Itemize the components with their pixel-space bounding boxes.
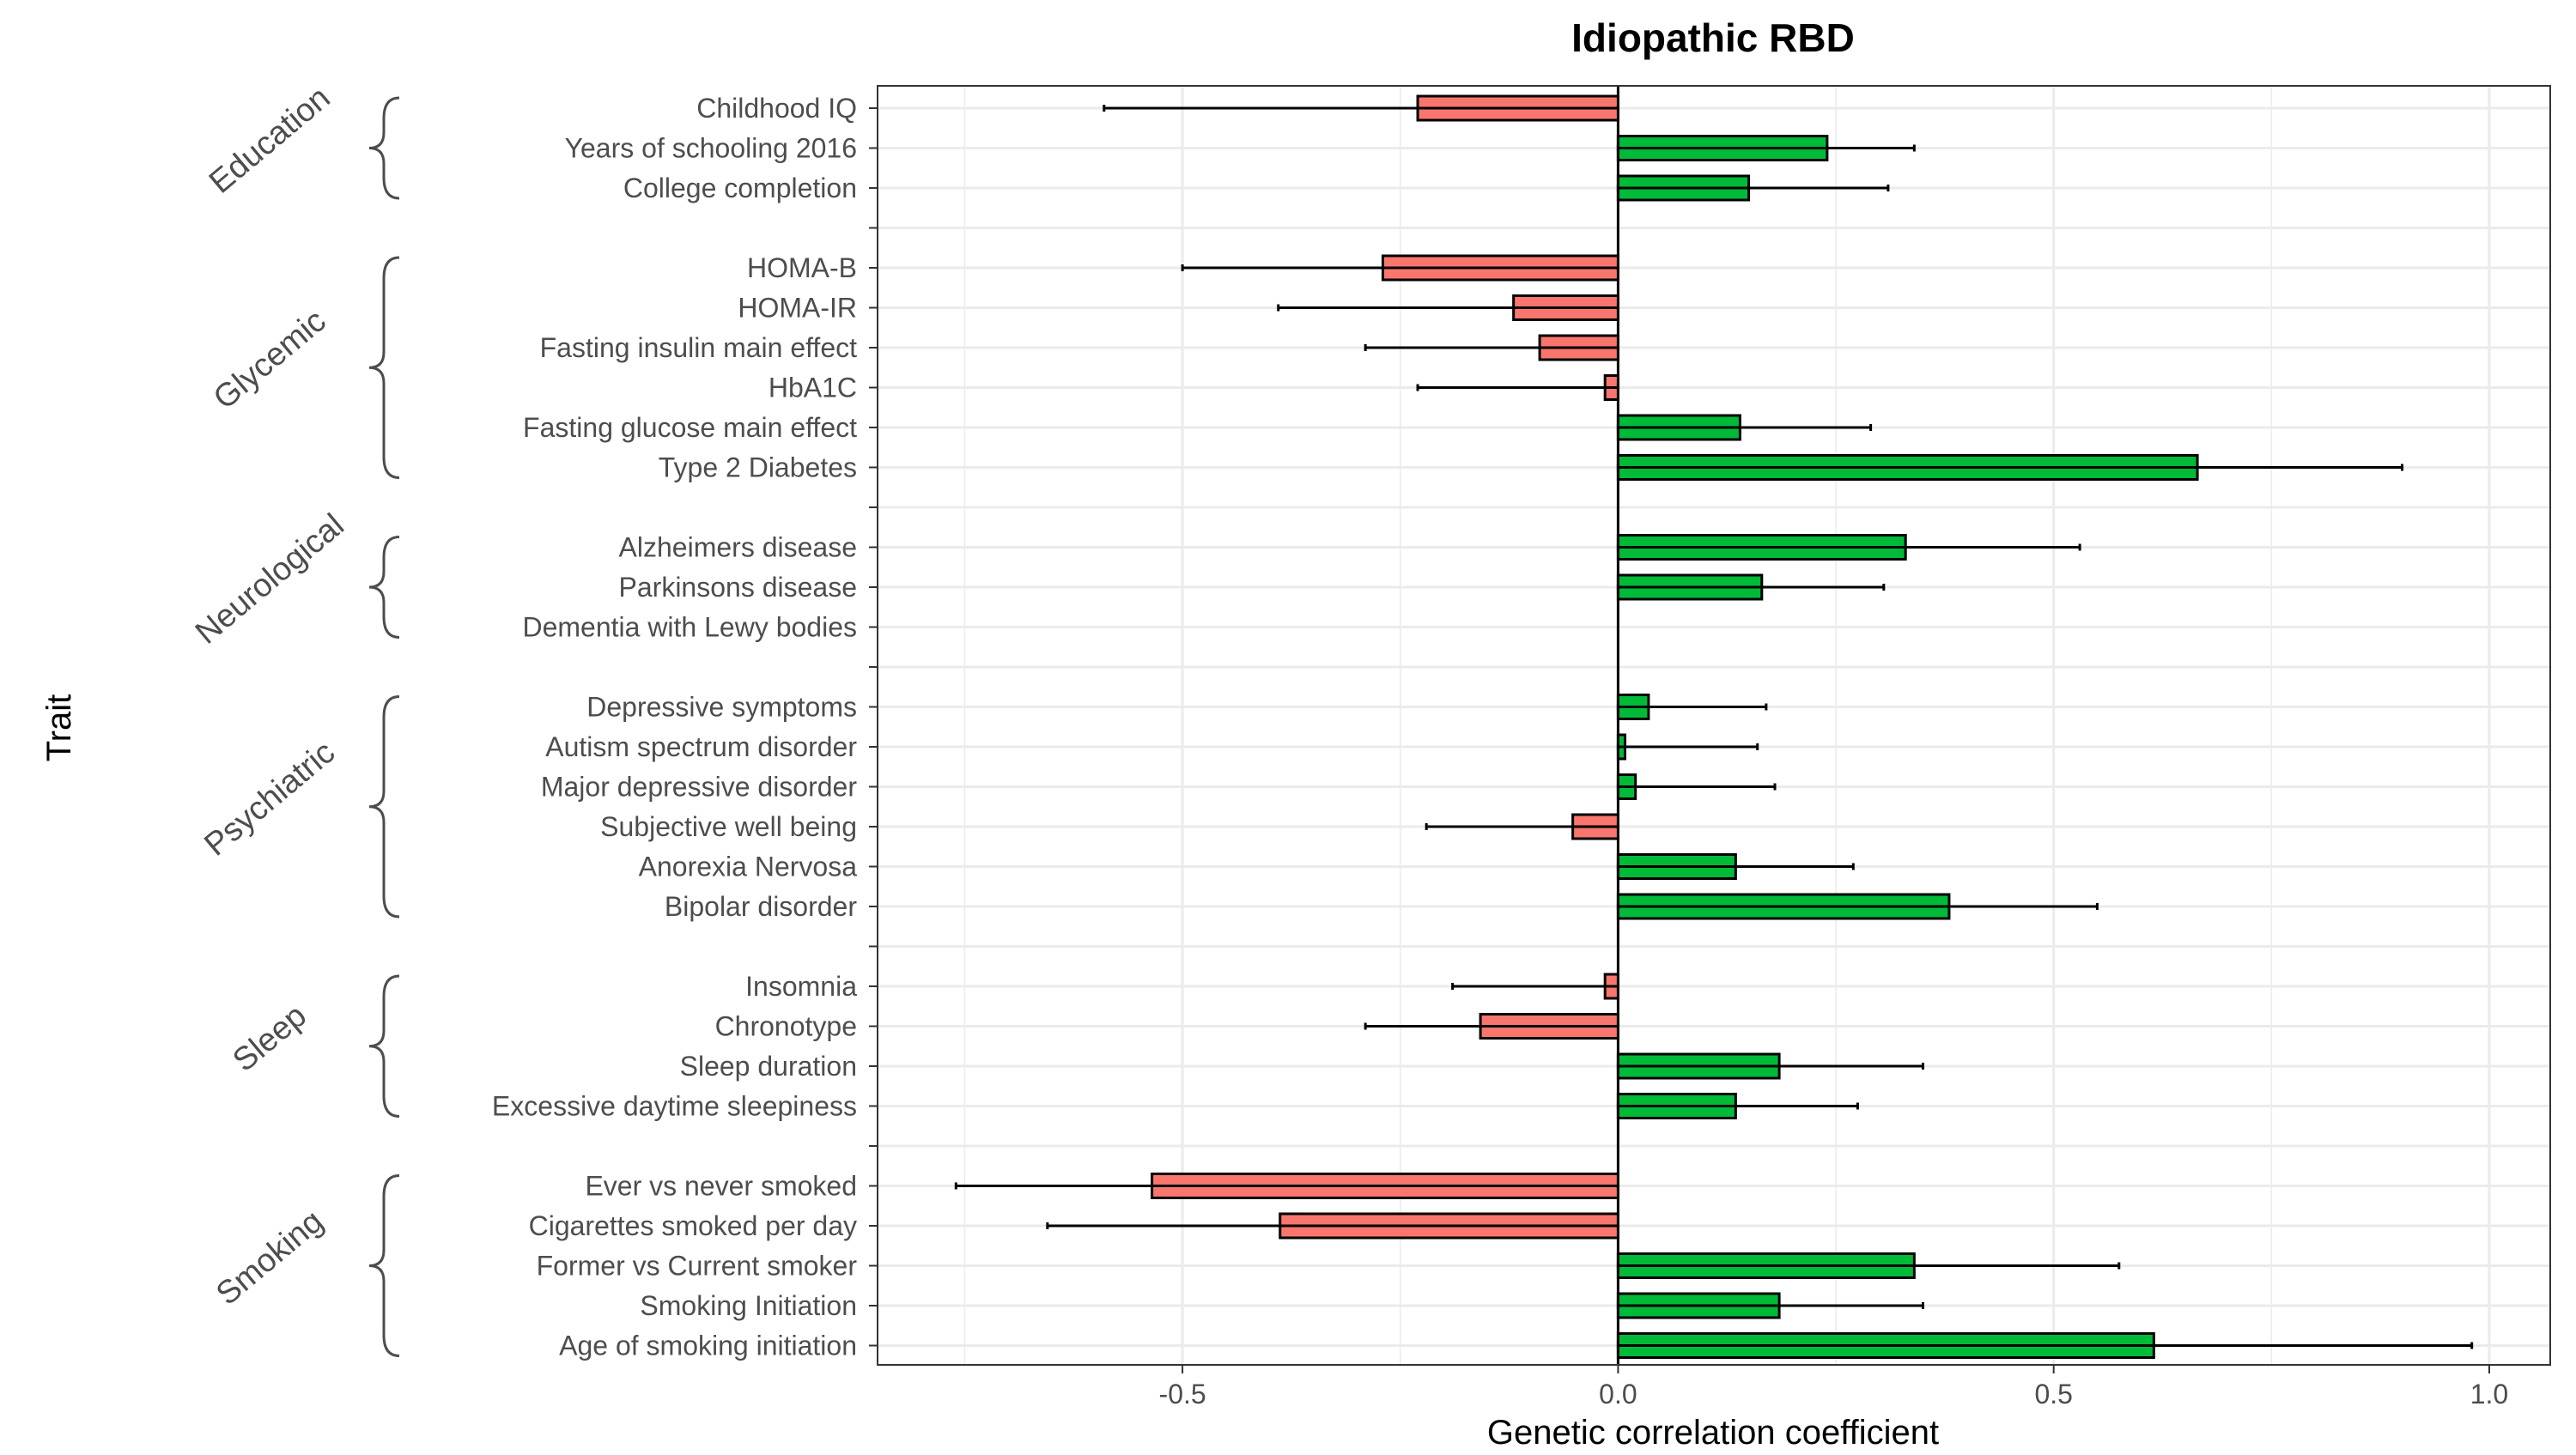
x-axis: -0.5 0.0 0.5 1.0 <box>869 107 2508 1410</box>
trait-label: Depressive symptoms <box>586 692 857 723</box>
trait-label: Fasting insulin main effect <box>540 332 857 363</box>
x-tick-label: 1.0 <box>2470 1379 2508 1410</box>
trait-label: Former vs Current smoker <box>537 1251 858 1282</box>
trait-label: Anorexia Nervosa <box>639 852 858 882</box>
x-tick-label: -0.5 <box>1159 1379 1206 1410</box>
trait-label: Major depressive disorder <box>541 772 858 803</box>
group-brackets: Education Glycemic Neurological Psychiatric… <box>189 80 400 1357</box>
trait-label: Bipolar disorder <box>665 891 857 922</box>
group-brace <box>368 1174 400 1357</box>
trait-label: Excessive daytime sleepiness <box>492 1091 857 1122</box>
trait-label: HbA1C <box>769 373 857 403</box>
x-tick-label: 0.0 <box>1599 1379 1637 1410</box>
trait-label: College completion <box>623 173 857 203</box>
trait-label: Parkinsons disease <box>619 572 857 603</box>
group-label: Education <box>203 80 337 201</box>
group-brace <box>368 974 400 1118</box>
trait-label: Fasting glucose main effect <box>523 412 857 443</box>
x-axis-title: Genetic correlation coefficient <box>1487 1414 1939 1452</box>
group-label: Psychiatric <box>197 734 342 863</box>
group-label: Sleep <box>227 997 313 1079</box>
trait-label: HOMA-B <box>747 252 857 283</box>
trait-label: Alzheimers disease <box>619 532 857 563</box>
trait-label: Type 2 Diabetes <box>659 452 857 483</box>
group-label: Neurological <box>189 507 351 652</box>
trait-label: Dementia with Lewy bodies <box>522 612 857 643</box>
trait-label: Chronotype <box>715 1011 857 1042</box>
trait-label: Smoking Initiation <box>640 1290 857 1321</box>
trait-label: Insomnia <box>745 971 857 1002</box>
trait-label: Childhood IQ <box>696 93 857 124</box>
group-brace <box>368 536 400 639</box>
trait-label: Years of schooling 2016 <box>565 133 857 164</box>
trait-label: Sleep duration <box>680 1051 857 1082</box>
trait-label: Ever vs never smoked <box>585 1171 857 1202</box>
bars <box>954 86 2474 1365</box>
plot-panel <box>878 86 2550 1365</box>
y-axis-title: Trait <box>40 694 78 762</box>
trait-label: Age of smoking initiation <box>559 1331 857 1361</box>
trait-label: Subjective well being <box>600 811 857 842</box>
group-brace <box>368 96 400 200</box>
trait-label: Autism spectrum disorder <box>545 731 857 762</box>
x-tick-label: 0.5 <box>2034 1379 2072 1410</box>
trait-label: HOMA-IR <box>738 293 857 324</box>
group-label: Smoking <box>210 1203 330 1313</box>
group-brace <box>368 695 400 918</box>
group-brace <box>368 256 400 479</box>
chart-title: Idiopathic RBD <box>1571 15 1855 60</box>
trait-labels: Childhood IQ Years of schooling 2016 Colle… <box>492 93 857 1361</box>
trait-label: Cigarettes smoked per day <box>529 1210 857 1241</box>
group-label: Glycemic <box>207 303 333 417</box>
plot-border <box>877 85 2551 1366</box>
